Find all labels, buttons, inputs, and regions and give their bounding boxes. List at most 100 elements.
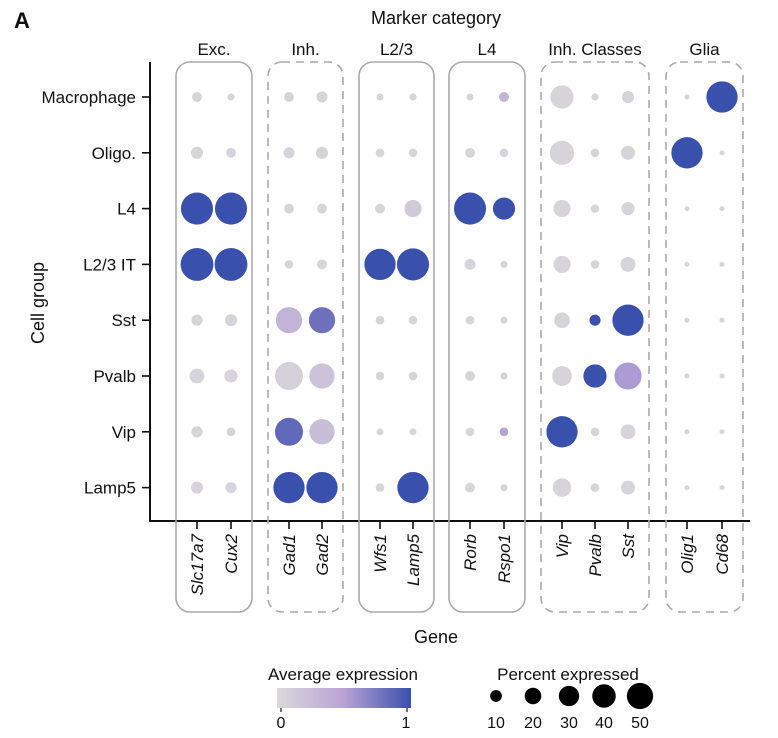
group-box-inh-classes: [540, 61, 650, 613]
dot-l4-lamp5: [404, 200, 422, 218]
x-axis-title: Gene: [414, 627, 458, 647]
dot-sst-vip: [554, 312, 570, 329]
size-legend-title: Percent expressed: [497, 665, 639, 684]
gene-label-rspo1: Rspo1: [495, 534, 514, 583]
panel-label: A: [14, 8, 30, 33]
dot-vip-sst: [620, 424, 636, 440]
dot-sst-cux2: [224, 314, 238, 327]
dot-l2-3-it-vip: [553, 255, 571, 273]
dot-l4-olig1: [684, 206, 690, 212]
dot-sst-gad2: [308, 307, 336, 334]
size-legend-label-50: 50: [631, 715, 649, 732]
dot-vip-lamp5: [409, 428, 417, 436]
row-label-lamp5: Lamp5: [84, 479, 136, 498]
dot-oligo-cux2: [226, 147, 236, 158]
dot-l2-3-it-slc17a7: [180, 247, 214, 281]
dot-l2-3-it-pvalb: [590, 260, 600, 269]
dot-vip-gad1: [275, 417, 303, 446]
dot-l2-3-it-gad1: [284, 260, 294, 269]
dot-vip-rspo1: [499, 427, 509, 437]
dot-l4-rorb: [453, 192, 487, 225]
gene-label-sst: Sst: [619, 533, 638, 559]
dot-lamp5-gad2: [306, 471, 338, 504]
dot-l4-slc17a7: [180, 192, 214, 225]
dot-vip-vip: [546, 416, 578, 448]
dot-l2-3-it-rorb: [464, 258, 476, 270]
dot-macrophage-cd68: [706, 81, 738, 113]
size-legend-dot-10: [490, 690, 502, 702]
dot-macrophage-lamp5: [409, 93, 417, 101]
size-legend-label-10: 10: [487, 715, 505, 732]
dot-oligo-olig1: [671, 137, 703, 169]
dot-macrophage-wfs1: [376, 93, 384, 101]
chart-title: Marker category: [371, 8, 501, 28]
dot-vip-pvalb: [590, 427, 600, 437]
dot-l2-3-it-wfs1: [364, 248, 396, 281]
group-box-exc: [175, 61, 253, 613]
dot-oligo-gad2: [315, 146, 329, 159]
dot-pvalb-slc17a7: [189, 368, 205, 384]
gene-label-olig1: Olig1: [678, 534, 697, 574]
size-legend-dot-20: [524, 687, 542, 705]
dot-lamp5-slc17a7: [190, 481, 204, 494]
dot-l2-3-it-lamp5: [396, 248, 430, 281]
gene-labels: Slc17a7 Cux2 Gad1 Gad2 Wfs1 Lamp5 Rorb Rspo1 Vip…: [188, 533, 732, 596]
dot-pvalb-cux2: [224, 369, 238, 383]
size-legend-dot-50: [626, 682, 654, 710]
dot-sst-olig1: [684, 317, 690, 323]
dot-pvalb-olig1: [684, 373, 690, 379]
dot-lamp5-pvalb: [590, 483, 600, 492]
dot-vip-cd68: [719, 429, 725, 435]
color-legend-bar: [277, 688, 411, 708]
group-label-glia: Glia: [689, 40, 720, 59]
dot-pvalb-gad2: [309, 363, 335, 389]
color-legend-max-label: 1: [402, 715, 411, 732]
dot-sst-sst: [612, 304, 644, 336]
dot-sst-cd68: [719, 317, 725, 323]
group-box-l4: [448, 61, 526, 613]
dot-vip-olig1: [684, 429, 690, 435]
dot-l2-3-it-cd68: [719, 261, 725, 267]
marker-group-boxes: Exc. Inh. L2/3 L4 Inh. Classes Glia: [175, 40, 744, 613]
dot-sst-pvalb: [589, 314, 601, 326]
dot-lamp5-gad1: [273, 471, 305, 504]
dot-lamp5-wfs1: [375, 483, 385, 492]
dot-sst-gad1: [275, 307, 303, 334]
group-label-l4: L4: [478, 40, 497, 59]
dot-oligo-vip: [549, 140, 575, 165]
color-legend-title: Average expression: [268, 665, 418, 684]
dot-oligo-lamp5: [408, 148, 418, 158]
gene-label-gad2: Gad2: [313, 533, 332, 575]
row-label-oligo: Oligo.: [92, 144, 136, 163]
legends: Average expression 0 1 Percent expressed 10 2…: [268, 665, 654, 732]
dot-pvalb-gad1: [275, 362, 303, 390]
row-label-l4: L4: [117, 200, 136, 219]
size-legend-label-30: 30: [560, 715, 578, 732]
dot-macrophage-rspo1: [499, 92, 509, 102]
gene-label-rorb: Rorb: [461, 534, 480, 571]
group-label-inh: Inh.: [291, 40, 319, 59]
gene-label-cux2: Cux2: [222, 533, 241, 573]
size-legend-dot-40: [592, 684, 616, 708]
gene-label-vip: Vip: [553, 534, 572, 558]
group-label-inh-classes: Inh. Classes: [548, 40, 642, 59]
dot-oligo-pvalb: [590, 148, 600, 158]
dot-oligo-cd68: [719, 150, 725, 156]
dot-oligo-gad1: [283, 147, 295, 159]
gene-label-pvalb: Pvalb: [586, 534, 605, 577]
dot-l2-3-it-olig1: [684, 261, 690, 267]
gene-label-gad1: Gad1: [280, 534, 299, 576]
dot-lamp5-cux2: [225, 482, 237, 494]
y-axis-title: Cell group: [28, 262, 48, 344]
dot-macrophage-cux2: [227, 93, 235, 101]
dot-macrophage-pvalb: [591, 93, 599, 101]
dot-macrophage-rorb: [466, 93, 474, 101]
dot-lamp5-rspo1: [500, 484, 508, 492]
dot-vip-rorb: [465, 427, 475, 437]
size-legend-label-40: 40: [595, 715, 613, 732]
dot-l4-vip: [553, 200, 571, 218]
dot-sst-wfs1: [375, 315, 385, 325]
gene-label-lamp5: Lamp5: [404, 533, 423, 586]
dot-oligo-wfs1: [375, 148, 385, 158]
